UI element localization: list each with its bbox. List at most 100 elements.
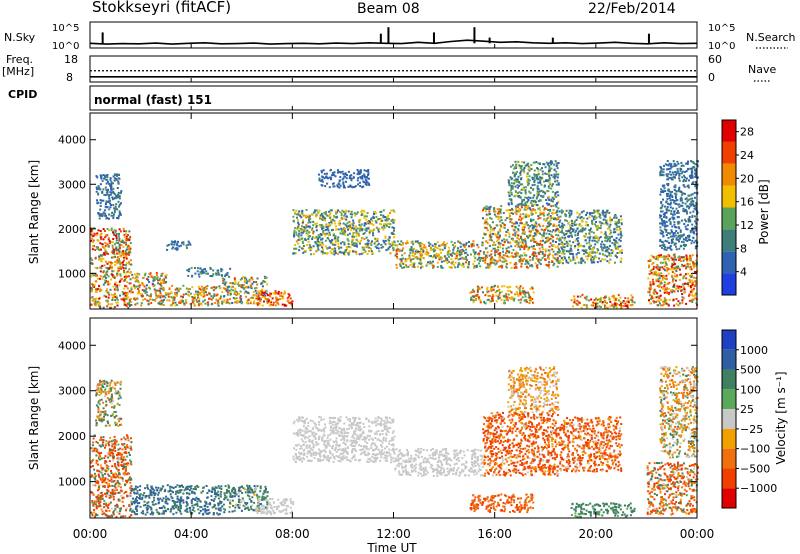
power-cell [503, 224, 506, 227]
power-cell [333, 253, 336, 256]
power-cell [127, 234, 129, 236]
power-cell [324, 239, 327, 242]
power-cell [563, 246, 566, 249]
power-cell [667, 254, 670, 257]
power-cell [652, 261, 655, 264]
power-cell [135, 285, 138, 288]
power-cell [352, 233, 354, 236]
power-cell [543, 185, 546, 188]
power-cell [493, 226, 496, 229]
power-cell [128, 237, 131, 240]
power-cell [465, 251, 468, 254]
power-cell [547, 229, 549, 232]
power-cell [276, 300, 279, 303]
power-cell [513, 266, 516, 269]
power-cell [347, 242, 350, 245]
power-cell [107, 217, 110, 220]
power-cell [92, 285, 95, 288]
power-cell [510, 165, 512, 168]
power-cell [110, 267, 113, 270]
power-cell [115, 194, 118, 197]
power-cell [673, 223, 676, 226]
power-cell [533, 169, 536, 172]
power-cell [163, 295, 166, 298]
power-cell [90, 228, 93, 231]
power-cell [136, 273, 139, 276]
power-cell [590, 227, 592, 230]
power-cell [555, 165, 558, 167]
power-cell [473, 255, 476, 258]
power-cell [342, 229, 345, 232]
power-cell [541, 205, 544, 208]
power-cell [548, 182, 551, 184]
power-cell [691, 193, 694, 196]
power-cell [129, 298, 132, 300]
power-cell [120, 191, 122, 194]
power-cell [293, 233, 295, 236]
freq-tick-top: 18 [64, 53, 78, 66]
power-cell [222, 300, 225, 303]
power-cell [110, 250, 113, 253]
power-cell [192, 298, 195, 301]
power-cell [104, 174, 107, 177]
power-cell [315, 214, 318, 217]
power-cell [663, 248, 666, 251]
power-cell [498, 216, 501, 218]
power-cell [113, 275, 116, 278]
power-cell [318, 241, 321, 244]
power-cell [421, 252, 424, 255]
power-cell [547, 195, 550, 198]
power-cell [396, 257, 399, 260]
power-cell [105, 214, 107, 217]
power-cell [437, 256, 440, 258]
power-cell [507, 202, 510, 205]
power-cell [302, 230, 305, 233]
power-cell [518, 241, 521, 244]
power-cell [108, 197, 111, 200]
power-cell [389, 243, 392, 246]
power-cell [203, 289, 206, 292]
power-cell [117, 182, 120, 185]
power-cell [280, 294, 283, 297]
power-cell [101, 179, 104, 182]
power-cell [128, 268, 131, 271]
power-cell [434, 243, 436, 246]
power-cell [394, 254, 397, 257]
power-cell [513, 229, 516, 232]
power-cell [500, 255, 502, 258]
power-cell [690, 291, 693, 294]
power-cell [162, 304, 165, 306]
power-cell [160, 303, 163, 306]
power-cell [384, 239, 387, 242]
power-cell [690, 273, 693, 276]
power-cell [121, 278, 124, 281]
power-cell [256, 283, 259, 286]
power-cell [403, 252, 406, 255]
power-cell [365, 215, 368, 218]
power-cell [116, 187, 119, 189]
power-cell [103, 193, 106, 196]
power-cell [692, 281, 694, 284]
power-cell [335, 228, 338, 231]
power-cell [245, 301, 248, 304]
power-cell [534, 228, 537, 231]
power-cell [504, 258, 507, 261]
power-cell [539, 258, 542, 261]
power-cell [612, 231, 615, 234]
power-cell [368, 232, 371, 235]
power-cell [105, 182, 108, 185]
power-cell [119, 279, 122, 282]
power-cell [300, 216, 303, 219]
power-cell [110, 278, 112, 281]
power-cell [113, 213, 115, 216]
power-cell [393, 229, 395, 232]
power-cell [657, 278, 660, 281]
power-cell [245, 286, 248, 289]
power-cell [432, 266, 435, 269]
power-cell [255, 292, 258, 295]
power-cell [334, 240, 337, 243]
power-cell [405, 265, 408, 268]
power-cell [358, 221, 361, 224]
power-cell [484, 261, 487, 264]
power-cell [524, 202, 527, 205]
